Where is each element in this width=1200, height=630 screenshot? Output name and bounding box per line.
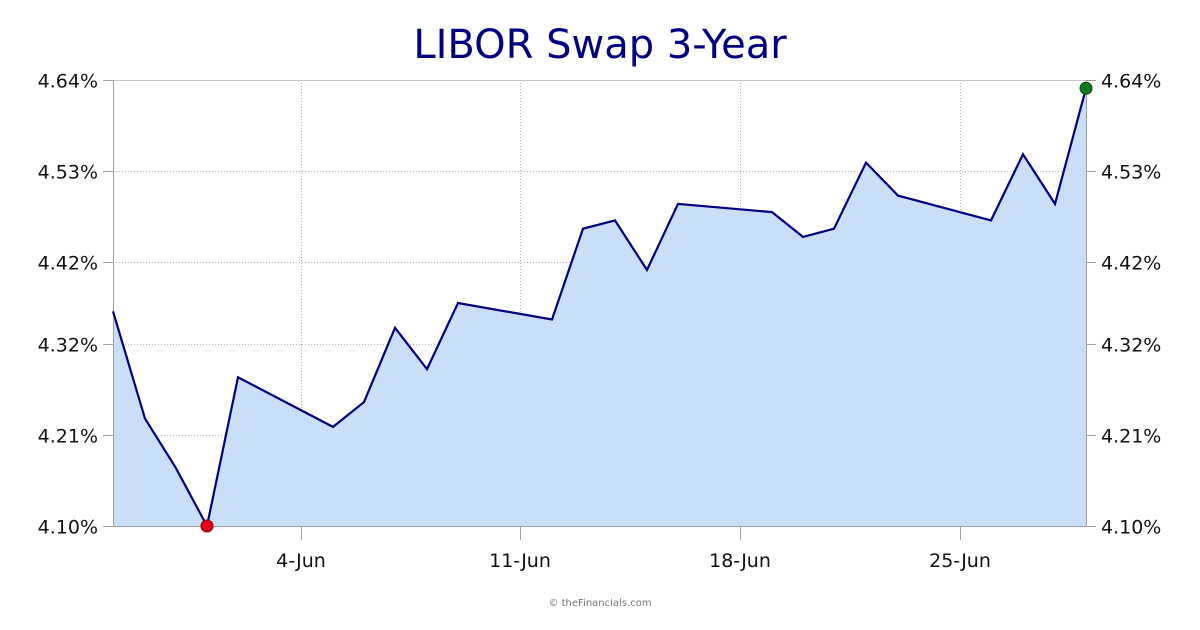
axes [103,80,1096,540]
x-tick-label: 25-Jun [929,550,991,572]
y-tick-label-right: 4.64% [1101,71,1161,93]
y-tick-label-left: 4.53% [38,162,98,184]
x-tick-label: 11-Jun [489,550,551,572]
y-tick-label-left: 4.10% [38,517,98,539]
max-point-marker [1079,81,1093,95]
y-tick-label-left: 4.42% [38,253,98,275]
x-axis-labels: 4-Jun 11-Jun 18-Jun 25-Jun [276,550,991,572]
y-axis-left-labels: 4.64% 4.53% 4.42% 4.32% 4.21% 4.10% [38,71,98,539]
y-tick-label-right: 4.21% [1101,426,1161,448]
chart-title: LIBOR Swap 3-Year [413,22,787,68]
min-point-marker [200,519,214,533]
y-tick-label-right: 4.32% [1101,335,1161,357]
x-tick-label: 4-Jun [276,550,326,572]
copyright-credit: © theFinancials.com [548,598,652,609]
y-tick-label-left: 4.32% [38,335,98,357]
data-line [111,88,1088,530]
area-fill [113,88,1086,527]
y-tick-label-left: 4.64% [38,71,98,93]
y-tick-label-left: 4.21% [38,426,98,448]
y-tick-label-right: 4.42% [1101,253,1161,275]
y-tick-label-right: 4.53% [1101,162,1161,184]
y-axis-right-labels: 4.64% 4.53% 4.42% 4.32% 4.21% 4.10% [1101,71,1161,539]
y-tick-label-right: 4.10% [1101,517,1161,539]
x-tick-label: 18-Jun [709,550,771,572]
